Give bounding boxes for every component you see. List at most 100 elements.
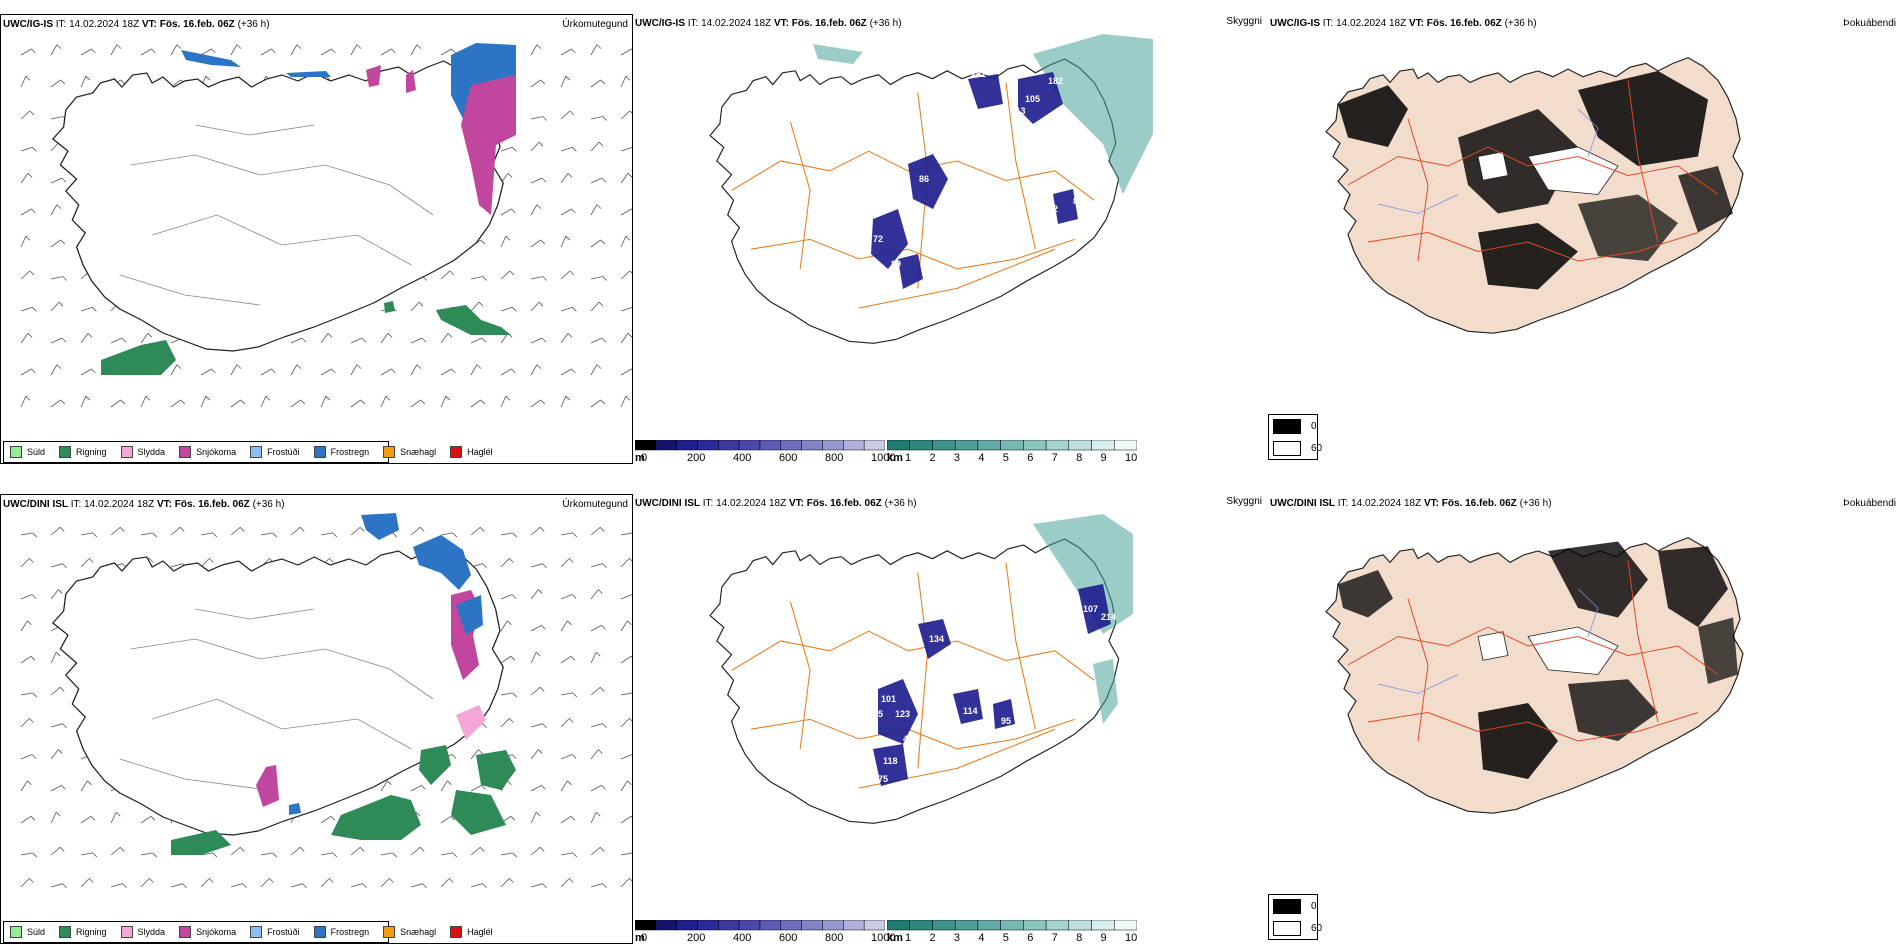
legend-swatch <box>179 926 192 938</box>
m-tick-label: 1000 <box>871 452 896 464</box>
colorbar-row-top: 0 <box>1273 419 1317 434</box>
fog-index-map <box>1325 537 1744 814</box>
colorbar-segment <box>863 440 885 451</box>
init-time-label: IT: <box>70 499 82 510</box>
colorbar-segment <box>697 440 719 451</box>
km-tick-label: 2 <box>929 932 936 944</box>
lead-time: (+36 h) <box>869 18 902 29</box>
valid-time: Fös. 16.feb. 06Z <box>159 19 235 30</box>
valid-time-label: VT: <box>1423 498 1439 509</box>
legend-swatch <box>179 446 192 458</box>
colorbar-segment <box>977 440 1001 451</box>
colorbar-segment <box>909 920 933 931</box>
init-time-label: IT: <box>1337 498 1349 509</box>
model-name: UWC/DINI ISL <box>3 499 68 510</box>
precip-map <box>20 43 632 408</box>
legend-label: Snæhagl <box>400 447 437 457</box>
init-time: 14.02.2024 18Z <box>716 498 787 509</box>
colorbar-segment <box>1000 440 1024 451</box>
visibility-value: 89 <box>891 259 902 269</box>
visibility-value: 134 <box>929 634 945 644</box>
visibility-value: 123 <box>895 709 911 719</box>
km-tick-label: 8 <box>1076 932 1083 944</box>
legend-item: Slydda <box>120 446 165 458</box>
fog-areas <box>1033 514 1133 724</box>
visibility-value: 75 <box>878 774 889 784</box>
low-visibility-areas <box>873 584 1111 786</box>
visibility-value: 114 <box>963 706 978 716</box>
valid-time-label: VT: <box>156 499 172 510</box>
colorbar-segment <box>1000 920 1024 931</box>
legend-item: Frostúði <box>250 926 300 938</box>
colorbar-label-bottom: 60 <box>1311 923 1323 934</box>
iceland-outline <box>51 544 504 836</box>
legend-swatch <box>59 446 72 458</box>
legend-label: Frostúði <box>267 927 300 937</box>
visibility-value: 44 <box>903 734 914 744</box>
visibility-value: 214 <box>1101 612 1117 622</box>
colorbar-swatch-black <box>1273 899 1301 914</box>
fog-index-panel: UWC/IG-IS IT: 14.02.2024 18Z VT: Fös. 16… <box>1268 14 1900 464</box>
colorbar-segment <box>863 920 885 931</box>
model-name: UWC/DINI ISL <box>635 498 700 509</box>
low-visibility-areas <box>871 72 1078 289</box>
colorbar-segment <box>1023 440 1047 451</box>
colorbar-segment <box>843 440 865 451</box>
legend-label: Snæhagl <box>400 927 437 937</box>
visibility-value: 95 <box>1001 716 1012 726</box>
legend-label: Rigning <box>76 927 107 937</box>
m-tick-label: 600 <box>779 932 798 944</box>
legend-item: Frostúði <box>250 446 300 458</box>
panel-header: UWC/IG-IS IT: 14.02.2024 18Z VT: Fös. 16… <box>1270 18 1537 29</box>
fog-index-map <box>1325 57 1744 334</box>
m-tick-label: 0 <box>641 932 648 944</box>
init-time: 14.02.2024 18Z <box>69 19 140 30</box>
valid-time-label: VT: <box>141 19 157 30</box>
colorbar-row-bottom: 60 <box>1273 921 1322 936</box>
colorbar-segment <box>1023 920 1047 931</box>
km-tick-label: 10 <box>1125 932 1138 944</box>
legend-swatch <box>120 926 133 938</box>
iceland-outline <box>51 60 504 352</box>
panel-title: Úrkomutegund <box>562 19 628 30</box>
legend-swatch <box>10 926 22 938</box>
panel-title: Þokuábendi <box>1843 498 1896 509</box>
km-tick-label: 5 <box>1002 452 1009 464</box>
visibility-value: 182 <box>1048 76 1064 86</box>
valid-time: Fös. 16.feb. 06Z <box>1426 18 1502 29</box>
visibility-value: 107 <box>1083 604 1099 614</box>
valid-time: Fös. 16.feb. 06Z <box>1441 498 1517 509</box>
init-time-label: IT: <box>702 498 714 509</box>
legend-item: Rigning <box>59 446 107 458</box>
km-tick-label: 5 <box>1002 932 1009 944</box>
precip-map <box>20 513 632 888</box>
lead-time: (+36 h) <box>1519 498 1552 509</box>
legend-item: Súld <box>10 926 45 938</box>
km-tick-label: 2 <box>929 452 936 464</box>
legend-item: Snjókoma <box>179 446 236 458</box>
colorbar-segment <box>655 920 677 931</box>
lead-time: (+36 h) <box>237 19 270 30</box>
legend-item: Frostregn <box>313 926 369 938</box>
lead-time: (+36 h) <box>884 498 917 509</box>
km-unit: km <box>887 452 903 464</box>
m-unit: m <box>635 932 645 944</box>
visibility-value: 251 <box>971 69 987 79</box>
colorbar-label-top: 0 <box>1311 901 1317 912</box>
panel-header: UWC/DINI ISL IT: 14.02.2024 18Z VT: Fös.… <box>635 498 917 509</box>
colorbar-swatch-white <box>1273 441 1301 456</box>
visibility-km-colorbar: km 1 2 3 4 5 6 7 8 9 10 <box>887 440 1137 466</box>
m-tick-label: 800 <box>825 932 844 944</box>
colorbar-segment <box>977 920 1001 931</box>
km-tick-label: 9 <box>1100 932 1107 944</box>
colorbar-segment <box>759 440 782 451</box>
colorbar-segment <box>954 440 979 451</box>
km-tick-label: 9 <box>1100 452 1107 464</box>
colorbar-segment <box>738 920 761 931</box>
colorbar-segment <box>697 920 719 931</box>
m-tick-label: 1000 <box>871 932 896 944</box>
m-tick-label: 200 <box>687 932 706 944</box>
colorbar-segment <box>718 440 740 451</box>
visibility-value: 86 <box>919 174 930 184</box>
legend-label: Frostregn <box>330 447 370 457</box>
